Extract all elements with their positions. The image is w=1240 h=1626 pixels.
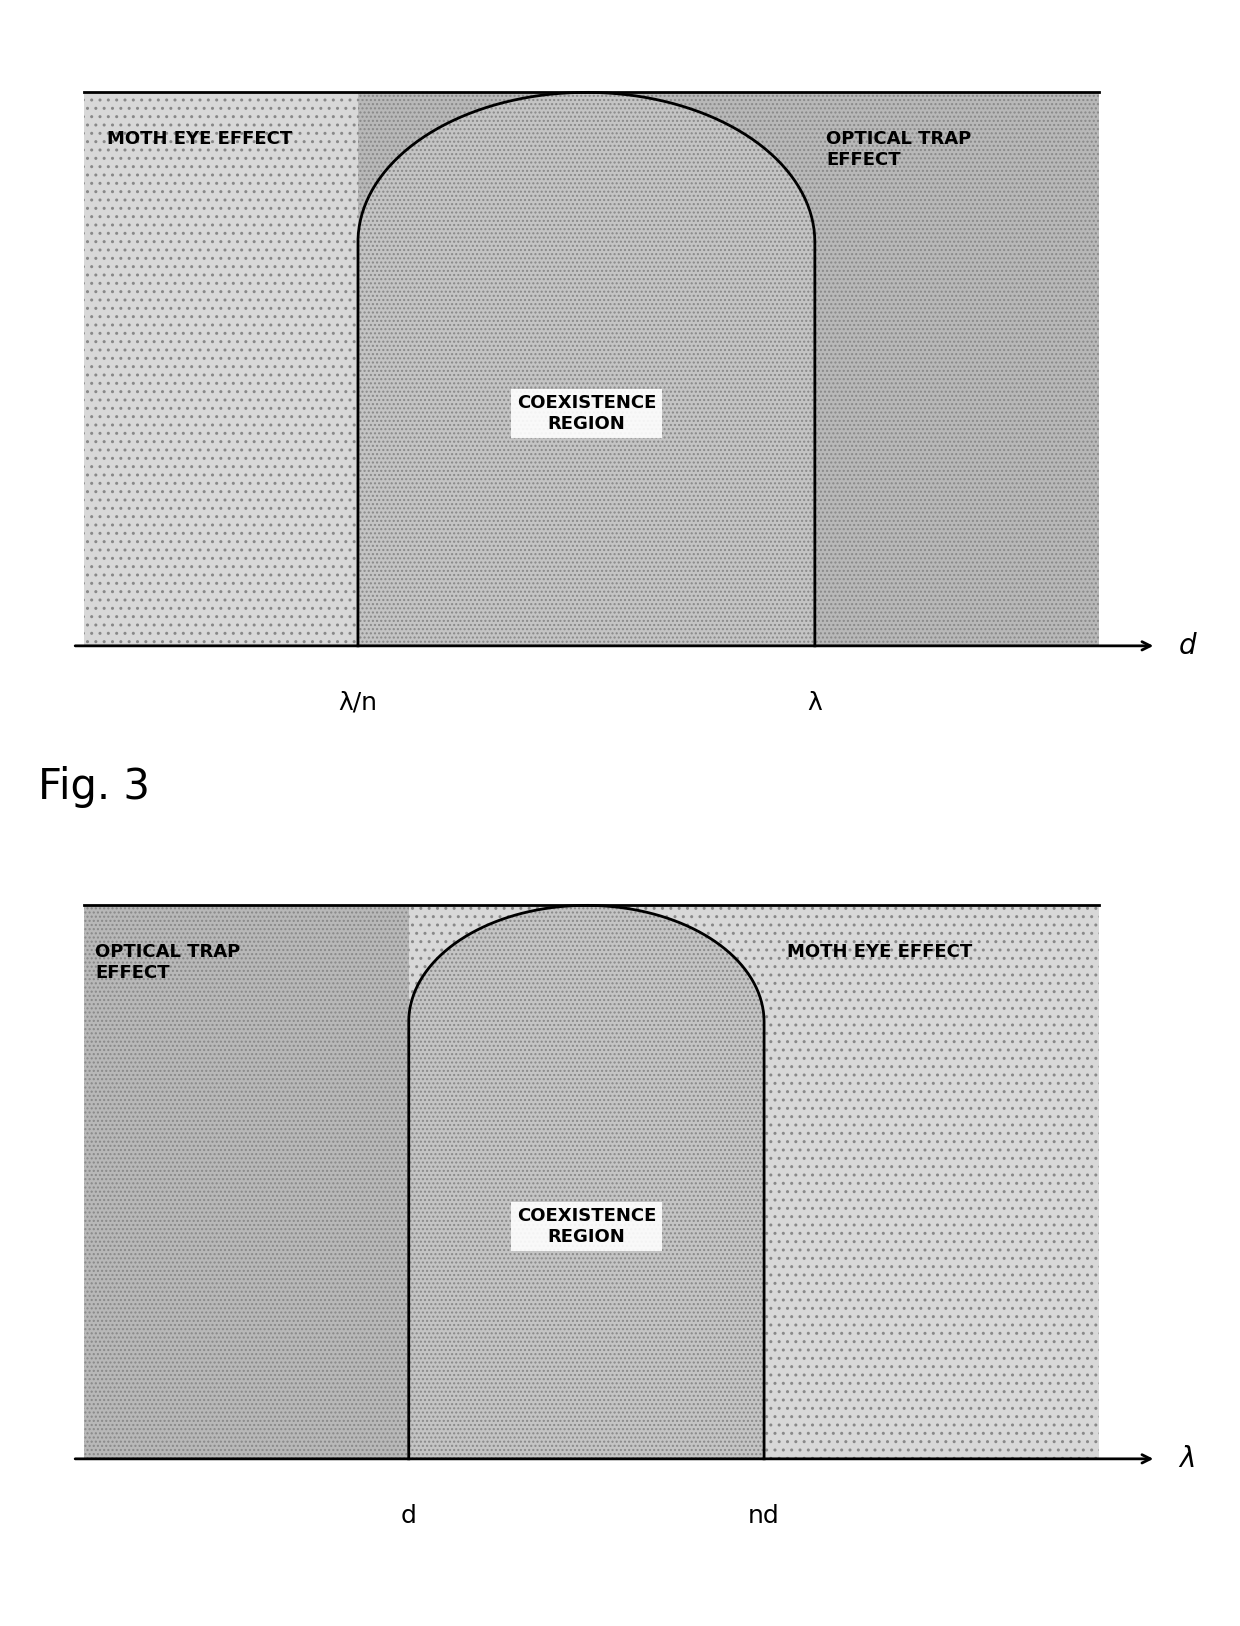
- Bar: [358, 93, 815, 646]
- Text: MOTH EYE EFFECT: MOTH EYE EFFECT: [107, 130, 291, 148]
- Text: nd: nd: [748, 1504, 780, 1528]
- Text: λ: λ: [1179, 1446, 1195, 1473]
- Text: COEXISTENCE
REGION: COEXISTENCE REGION: [517, 393, 656, 433]
- Bar: [84, 906, 409, 1459]
- Text: λ/n: λ/n: [339, 691, 377, 715]
- Text: Fig. 3: Fig. 3: [38, 766, 150, 808]
- Bar: [815, 93, 1099, 646]
- Bar: [84, 93, 358, 646]
- Bar: [409, 906, 764, 1459]
- Polygon shape: [409, 906, 764, 1459]
- Bar: [84, 93, 358, 646]
- Text: COEXISTENCE
REGION: COEXISTENCE REGION: [517, 1206, 656, 1246]
- Bar: [815, 93, 1099, 646]
- Bar: [764, 906, 1099, 1459]
- Bar: [764, 906, 1099, 1459]
- Text: λ: λ: [807, 691, 822, 715]
- Text: MOTH EYE EFFECT: MOTH EYE EFFECT: [787, 943, 972, 961]
- Bar: [409, 906, 764, 1459]
- Bar: [358, 93, 815, 646]
- Bar: [84, 906, 409, 1459]
- Text: OPTICAL TRAP
EFFECT: OPTICAL TRAP EFFECT: [826, 130, 971, 169]
- Polygon shape: [358, 93, 815, 646]
- Text: OPTICAL TRAP
EFFECT: OPTICAL TRAP EFFECT: [95, 943, 241, 982]
- Text: d: d: [401, 1504, 417, 1528]
- Text: d: d: [1179, 633, 1197, 660]
